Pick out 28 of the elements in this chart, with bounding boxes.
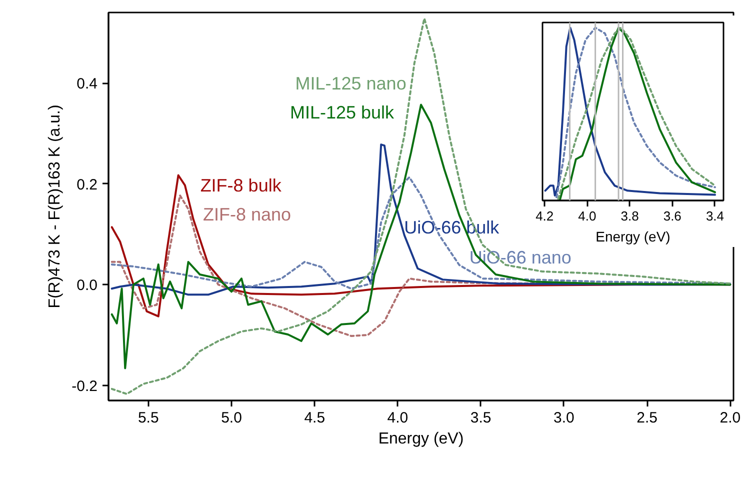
x-tick-label: 5.5 — [138, 410, 159, 426]
y-tick-label: 0.2 — [76, 176, 98, 194]
line-series — [110, 18, 732, 395]
x-tick-label: 3.5 — [470, 410, 492, 426]
y-tick-label: 0.0 — [76, 277, 98, 294]
x-tick-label: 3.8 — [620, 208, 639, 224]
x-tick-label: 3.6 — [663, 208, 682, 224]
x-axis-title: Energy (eV) — [378, 430, 464, 448]
x-tick-label: 3.4 — [706, 208, 724, 224]
y-tick-label: 0.4 — [76, 76, 98, 93]
line-series — [110, 104, 732, 370]
x-tick-label: 2.0 — [720, 410, 741, 426]
series-label: ZIF-8 bulk — [200, 175, 282, 196]
series-label: ZIF-8 nano — [202, 204, 292, 224]
x-tick-label: 3.0 — [554, 410, 574, 426]
x-axis-title: Energy (eV) — [596, 228, 670, 244]
x-tick-label: 4.0 — [387, 410, 408, 426]
x-tick-label: 4.5 — [304, 410, 326, 426]
x-tick-label: 2.5 — [636, 410, 658, 426]
series-label: MIL-125 nano — [295, 74, 406, 94]
series-label: MIL-125 bulk — [290, 102, 395, 123]
y-tick-label: -0.2 — [72, 378, 98, 395]
x-tick-label: 5.0 — [221, 410, 242, 426]
line-series — [110, 176, 732, 290]
x-tick-label: 4.0 — [578, 208, 596, 224]
x-tick-label: 4.2 — [536, 208, 554, 224]
y-axis-title: F(R)473 K - F(R)163 K (a.u.) — [46, 104, 64, 308]
series-label: UiO-66 bulk — [404, 218, 500, 238]
